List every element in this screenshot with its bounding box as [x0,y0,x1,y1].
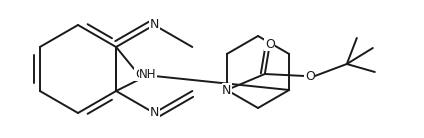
Text: O: O [265,38,275,51]
Text: N: N [150,18,159,31]
Text: Cl: Cl [135,67,147,80]
Text: NH: NH [139,67,157,80]
Text: O: O [305,70,315,83]
Text: N: N [222,83,232,96]
Text: N: N [150,107,159,120]
